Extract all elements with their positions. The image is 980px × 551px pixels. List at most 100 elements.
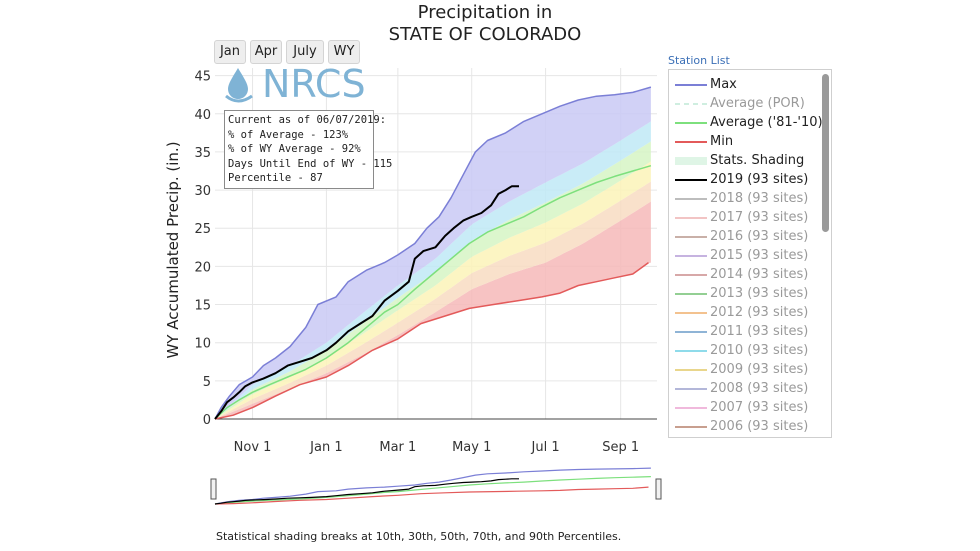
legend-label: Average (POR) bbox=[710, 96, 805, 111]
range-button-apr[interactable]: Apr bbox=[250, 40, 282, 64]
legend-symbol bbox=[675, 236, 707, 238]
legend-symbol bbox=[675, 198, 707, 200]
x-tick-label: May 1 bbox=[452, 440, 491, 455]
legend-item[interactable]: 2012 (93 sites) bbox=[669, 304, 819, 323]
shading-footnote: Statistical shading breaks at 10th, 30th… bbox=[216, 530, 622, 543]
legend-symbol bbox=[675, 217, 707, 219]
range-navigator[interactable] bbox=[210, 466, 662, 505]
legend-item[interactable]: Average (POR) bbox=[669, 95, 819, 114]
percentile-band bbox=[215, 141, 651, 419]
y-tick-label: 20 bbox=[194, 260, 211, 275]
legend-item[interactable]: Average ('81-'10) bbox=[669, 114, 823, 133]
legend-symbol bbox=[675, 179, 707, 181]
legend-item[interactable]: 2007 (93 sites) bbox=[669, 399, 819, 418]
y-tick-label: 45 bbox=[194, 70, 211, 85]
info-days-until-end: Days Until End of WY - 115 bbox=[228, 157, 393, 170]
legend-label: 2010 (93 sites) bbox=[710, 343, 809, 358]
station-list-link[interactable]: Station List bbox=[668, 54, 730, 67]
legend-symbol bbox=[675, 369, 707, 371]
y-tick-label: 15 bbox=[194, 299, 211, 314]
legend-symbol bbox=[675, 103, 707, 105]
legend-symbol bbox=[675, 388, 707, 390]
legend-symbol bbox=[675, 293, 707, 295]
y-tick-label: 5 bbox=[203, 375, 211, 390]
legend-label: 2014 (93 sites) bbox=[710, 267, 809, 282]
range-button-wy[interactable]: WY bbox=[328, 40, 360, 64]
legend-item[interactable]: 2011 (93 sites) bbox=[669, 323, 819, 342]
x-tick-label: Sep 1 bbox=[602, 440, 639, 455]
legend-symbol bbox=[675, 331, 707, 333]
legend-item[interactable]: 2014 (93 sites) bbox=[669, 266, 819, 285]
legend-item[interactable]: 2019 (93 sites) bbox=[669, 171, 819, 190]
legend-label: 2006 (93 sites) bbox=[710, 419, 809, 434]
legend-item[interactable]: 2018 (93 sites) bbox=[669, 190, 819, 209]
chart-subtitle: STATE OF COLORADO bbox=[389, 24, 582, 45]
legend-symbol bbox=[675, 350, 707, 352]
series-line-max bbox=[214, 86, 652, 420]
legend-label: Min bbox=[710, 134, 734, 149]
legend-symbol bbox=[675, 122, 707, 124]
info-current-as-of: Current as of 06/07/2019: bbox=[228, 114, 387, 126]
legend-symbol bbox=[675, 407, 707, 409]
legend-label: 2009 (93 sites) bbox=[710, 362, 809, 377]
legend-label: Average ('81-'10) bbox=[710, 115, 823, 130]
range-button-july[interactable]: July bbox=[286, 40, 324, 64]
series-line-2019-93-sites- bbox=[214, 478, 519, 505]
legend-label: 2011 (93 sites) bbox=[710, 324, 809, 339]
x-tick-label: Jan 1 bbox=[309, 440, 342, 455]
x-tick-label: Nov 1 bbox=[234, 440, 272, 455]
range-button-jan[interactable]: Jan bbox=[214, 40, 246, 64]
legend-label: 2018 (93 sites) bbox=[710, 191, 809, 206]
legend-label: 2015 (93 sites) bbox=[710, 248, 809, 263]
y-axis-label: WY Accumulated Precip. (in.) bbox=[164, 141, 182, 358]
percentile-band bbox=[215, 161, 651, 419]
legend-symbol bbox=[675, 274, 707, 276]
legend-symbol bbox=[675, 255, 707, 257]
y-tick-label: 35 bbox=[194, 146, 211, 161]
legend-item[interactable]: 2009 (93 sites) bbox=[669, 361, 819, 380]
series-line-min bbox=[214, 261, 649, 420]
legend-item[interactable]: Min bbox=[669, 133, 819, 152]
legend-item[interactable]: Stats. Shading bbox=[669, 152, 819, 171]
legend-item[interactable]: 2015 (93 sites) bbox=[669, 247, 819, 266]
info-percent-wy-average: % of WY Average - 92% bbox=[228, 143, 361, 155]
x-tick-label: Jul 1 bbox=[531, 440, 560, 455]
current-info-box: Current as of 06/07/2019: % of Average -… bbox=[224, 110, 393, 189]
y-tick-label: 30 bbox=[194, 184, 211, 199]
logo-text: NRCS bbox=[262, 62, 366, 106]
series-line-average-81-10- bbox=[214, 476, 651, 505]
legend-item[interactable]: 2010 (93 sites) bbox=[669, 342, 819, 361]
plot-area: 0 5 10 15 20 25 30 35 40 45 Nov 1 Jan 1 Mar 1 May 1 Ju… bbox=[194, 68, 657, 455]
legend-item[interactable]: 2016 (93 sites) bbox=[669, 228, 819, 247]
legend-item[interactable]: Max bbox=[669, 76, 819, 95]
series-line-min bbox=[214, 486, 649, 505]
navigator-left-handle[interactable] bbox=[210, 478, 217, 500]
info-percentile: Percentile - 87 bbox=[228, 172, 323, 184]
legend-label: 2017 (93 sites) bbox=[710, 210, 809, 225]
legend-symbol bbox=[675, 426, 707, 428]
legend-item[interactable]: 2008 (93 sites) bbox=[669, 380, 819, 399]
chart-legend: Max Average (POR) Average ('81-'10) Min Stat… bbox=[668, 69, 832, 438]
legend-label: 2013 (93 sites) bbox=[710, 286, 809, 301]
chart-title: Precipitation in bbox=[418, 2, 553, 23]
water-drop-icon bbox=[228, 68, 248, 99]
legend-label: 2016 (93 sites) bbox=[710, 229, 809, 244]
legend-item[interactable]: 2013 (93 sites) bbox=[669, 285, 819, 304]
legend-symbol bbox=[675, 84, 707, 86]
legend-label: 2019 (93 sites) bbox=[710, 172, 809, 187]
percentile-band bbox=[215, 87, 651, 419]
legend-label: 2012 (93 sites) bbox=[710, 305, 809, 320]
legend-symbol bbox=[675, 157, 707, 165]
legend-item[interactable]: 2017 (93 sites) bbox=[669, 209, 819, 228]
y-tick-label: 25 bbox=[194, 222, 211, 237]
info-percent-average: % of Average - 123% bbox=[228, 128, 349, 141]
legend-label: Stats. Shading bbox=[710, 153, 805, 168]
legend-item[interactable]: 2006 (93 sites) bbox=[669, 418, 819, 437]
percentile-band bbox=[215, 121, 651, 420]
nrcs-logo bbox=[225, 68, 253, 103]
legend-scrollbar[interactable] bbox=[822, 74, 829, 232]
navigator-right-handle[interactable] bbox=[655, 478, 662, 500]
legend-label: 2007 (93 sites) bbox=[710, 400, 809, 415]
legend-label: Max bbox=[710, 77, 737, 92]
